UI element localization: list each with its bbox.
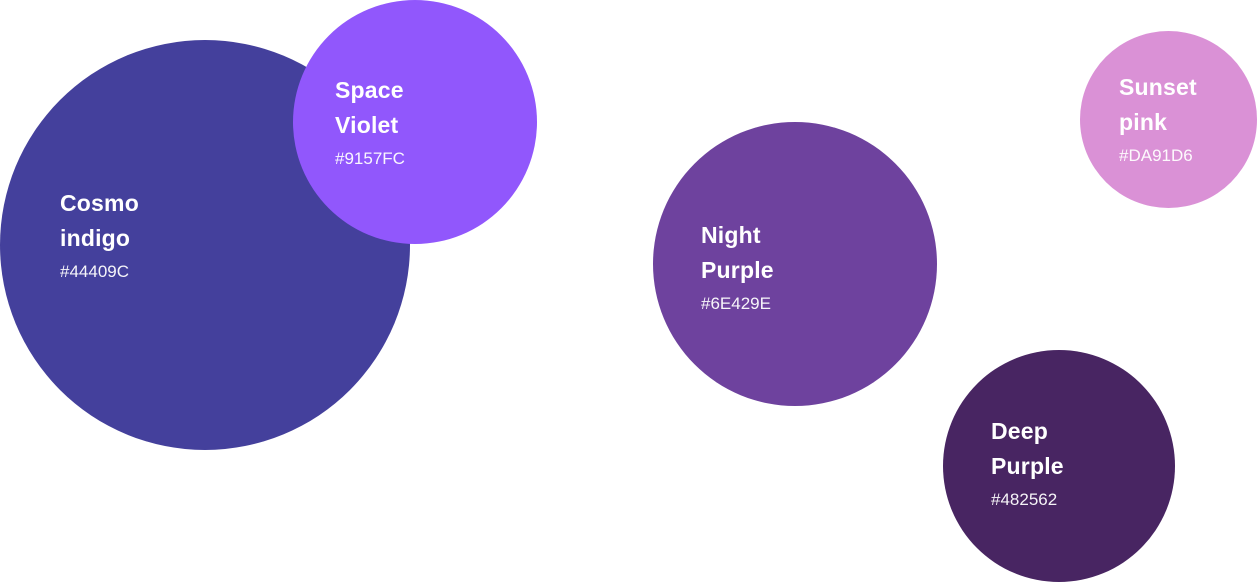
swatch-hex-code: #482562 [991, 490, 1058, 509]
swatch-hex-code: #9157FC [335, 149, 405, 168]
swatch-label: Space Violet #9157FC [335, 73, 405, 169]
swatch-label: Cosmo indigo #44409C [60, 186, 139, 282]
swatch-name: Space Violet [335, 77, 404, 138]
swatch-label: Deep Purple #482562 [991, 414, 1064, 510]
swatch-name: Sunset pink [1119, 74, 1197, 135]
swatch-night-purple: Night Purple #6E429E [653, 122, 937, 406]
swatch-hex-code: #DA91D6 [1119, 146, 1193, 165]
swatch-name: Cosmo indigo [60, 190, 139, 251]
swatch-label: Night Purple #6E429E [701, 218, 774, 314]
swatch-sunset-pink: Sunset pink #DA91D6 [1080, 31, 1257, 208]
swatch-hex-code: #6E429E [701, 294, 771, 313]
swatch-name: Deep Purple [991, 418, 1064, 479]
swatch-deep-purple: Deep Purple #482562 [943, 350, 1175, 582]
swatch-name: Night Purple [701, 222, 774, 283]
swatch-space-violet: Space Violet #9157FC [293, 0, 537, 244]
swatch-hex-code: #44409C [60, 262, 130, 281]
swatch-label: Sunset pink #DA91D6 [1119, 70, 1197, 166]
